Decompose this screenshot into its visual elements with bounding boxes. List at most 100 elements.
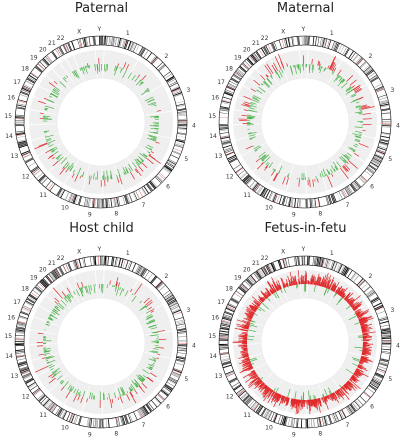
green-bar (261, 155, 267, 161)
red-bar (246, 308, 255, 314)
cytoband (16, 358, 26, 361)
cytoband (175, 140, 185, 143)
cytoband (222, 364, 232, 369)
cytoband (374, 305, 384, 311)
cytoband (22, 372, 31, 378)
cytoband (167, 159, 176, 165)
green-bar (275, 291, 280, 299)
cytoband (366, 290, 375, 297)
green-bar (352, 133, 362, 137)
track-background (33, 85, 63, 107)
centromere (272, 413, 277, 422)
cytoband (139, 408, 145, 417)
green-bar (51, 311, 56, 316)
green-bar (69, 292, 74, 299)
chromosome-13: 13 (11, 133, 63, 163)
cytoband (372, 157, 382, 163)
cytoband (310, 198, 313, 208)
centromere (241, 283, 249, 290)
cytoband (163, 386, 172, 393)
green-bar (58, 156, 64, 162)
chromosome-9: 9 (78, 384, 103, 438)
cytoband (232, 74, 241, 81)
red-bar (357, 365, 368, 372)
green-bar (340, 155, 348, 163)
green-bar (136, 158, 142, 164)
cytoband (365, 69, 374, 76)
green-bar (265, 161, 269, 166)
red-bar (265, 74, 269, 78)
cytoband (295, 256, 297, 266)
red-bar (309, 179, 311, 188)
cytoband (233, 384, 241, 390)
cytoband (381, 343, 391, 345)
red-bar (49, 154, 54, 158)
red-bar (138, 385, 145, 393)
cytoband (43, 57, 50, 65)
red-bar (66, 287, 71, 294)
green-bar (51, 147, 58, 153)
ideogram-segment (68, 35, 95, 52)
track-background (49, 152, 79, 184)
red-bar (254, 304, 259, 308)
green-bar (313, 284, 316, 292)
red-bar (346, 298, 350, 302)
centromere (30, 72, 39, 78)
track-background (82, 164, 102, 194)
green-bar (251, 99, 259, 103)
cytoband (165, 295, 174, 301)
green-bar (131, 293, 134, 296)
cytoband (176, 326, 186, 329)
chromosome-16: 16 (211, 311, 264, 335)
chromosome-label: 6 (166, 403, 170, 410)
cytoband (317, 257, 320, 267)
cytoband (100, 35, 102, 46)
green-bar (343, 154, 350, 160)
centromere (122, 39, 126, 49)
red-bar (339, 388, 345, 396)
cytoband (283, 38, 287, 48)
chromosome-12: 12 (226, 363, 273, 402)
chromosome-label: 8 (114, 211, 118, 218)
cytoband (19, 366, 29, 370)
cytoband (27, 381, 36, 388)
green-bar (137, 377, 143, 383)
green-bar (152, 137, 157, 140)
cytoband (219, 128, 229, 130)
chromosome-label: 15 (208, 113, 216, 120)
cytoband (346, 186, 353, 195)
cytoband (378, 363, 388, 367)
chromosome-22: 22 (261, 35, 288, 84)
cytoband (221, 320, 231, 324)
green-bar (121, 386, 126, 395)
track-background (73, 50, 98, 82)
cytoband (75, 415, 79, 425)
centromere (16, 355, 26, 358)
cytoband (158, 64, 166, 72)
cytoband (252, 182, 259, 191)
red-bar (248, 371, 256, 376)
green-bar (150, 138, 157, 141)
cytoband (285, 38, 288, 48)
cytoband (170, 154, 179, 159)
green-bar (294, 64, 297, 74)
cytoband (313, 418, 315, 428)
cytoband (269, 263, 274, 273)
red-bar (146, 377, 154, 383)
cytoband (15, 116, 25, 118)
cytoband (175, 142, 184, 146)
red-bar (355, 88, 363, 94)
track-background (37, 363, 69, 392)
cytoband (41, 59, 49, 67)
green-bar (274, 170, 277, 172)
chromosome-label: 8 (318, 211, 322, 218)
green-bar (146, 320, 155, 325)
green-bar (124, 290, 129, 297)
cytoband (380, 103, 390, 107)
green-bar (53, 87, 59, 93)
cytoband (94, 256, 97, 266)
cytoband (46, 401, 53, 409)
red-bar (362, 347, 368, 350)
cytoband (311, 198, 314, 208)
chromosome-1: 1 (103, 250, 146, 305)
